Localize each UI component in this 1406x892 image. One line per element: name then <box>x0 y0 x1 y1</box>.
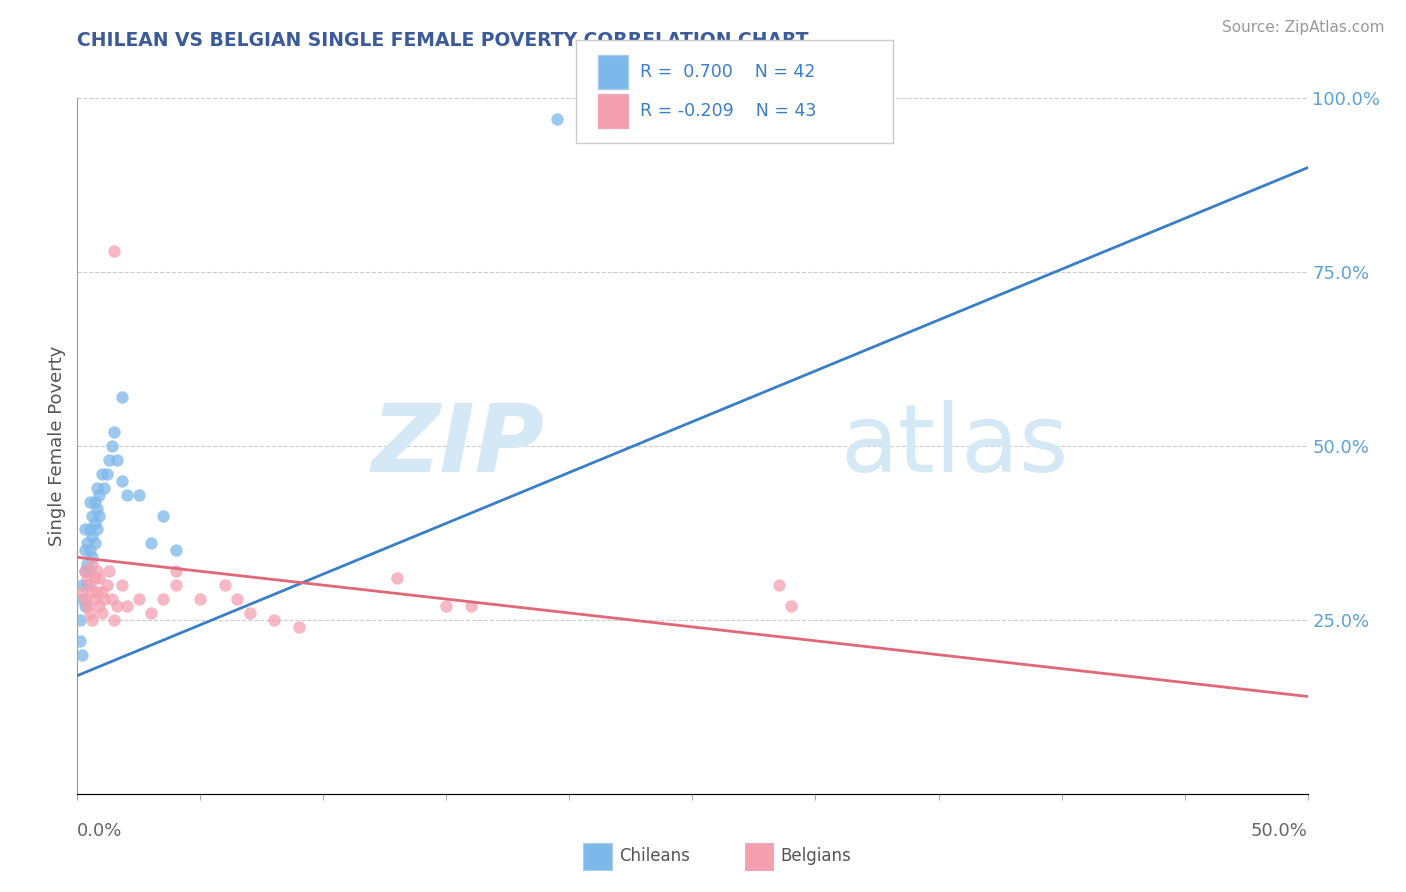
Text: CHILEAN VS BELGIAN SINGLE FEMALE POVERTY CORRELATION CHART: CHILEAN VS BELGIAN SINGLE FEMALE POVERTY… <box>77 31 808 50</box>
Belgians <box>70 585 93 599</box>
Belgians <box>111 578 132 592</box>
Belgians <box>89 599 111 613</box>
Belgians <box>79 578 101 592</box>
Belgians <box>226 592 249 607</box>
Belgians <box>165 578 187 592</box>
Belgians <box>214 578 236 592</box>
Chileans <box>93 481 115 495</box>
Chileans <box>83 516 105 530</box>
Belgians <box>105 599 128 613</box>
Chileans <box>70 648 93 662</box>
Belgians <box>152 592 174 607</box>
Chileans <box>79 494 101 508</box>
Chileans <box>69 613 91 627</box>
Text: ZIP: ZIP <box>373 400 546 492</box>
Chileans <box>83 536 105 550</box>
Chileans <box>83 494 105 508</box>
Chileans <box>86 523 108 537</box>
Chileans <box>115 488 138 502</box>
Belgians <box>89 571 111 585</box>
Chileans <box>76 578 98 592</box>
Chileans <box>70 592 93 607</box>
Belgians <box>165 564 187 578</box>
Belgians <box>98 564 121 578</box>
Text: R =  0.700    N = 42: R = 0.700 N = 42 <box>640 63 815 81</box>
Chileans <box>86 501 108 516</box>
Chileans <box>86 481 108 495</box>
Belgians <box>239 606 262 620</box>
Belgians <box>73 592 96 607</box>
Belgians <box>436 599 458 613</box>
Belgians <box>96 578 118 592</box>
Belgians <box>93 592 115 607</box>
Chileans <box>73 599 96 613</box>
Chileans <box>105 453 128 467</box>
Belgians <box>82 613 104 627</box>
Chileans <box>73 543 96 558</box>
Belgians <box>460 599 482 613</box>
Chileans <box>111 474 132 488</box>
Belgians <box>86 585 108 599</box>
Text: 0.0%: 0.0% <box>77 822 122 839</box>
Chileans <box>89 508 111 523</box>
Text: Belgians: Belgians <box>780 847 851 865</box>
Chileans <box>79 523 101 537</box>
Belgians <box>90 606 114 620</box>
Belgians <box>73 564 96 578</box>
Chileans <box>76 536 98 550</box>
Belgians <box>103 244 125 259</box>
Chileans <box>111 390 132 404</box>
Belgians <box>76 599 98 613</box>
Belgians <box>190 592 212 607</box>
Belgians <box>82 585 104 599</box>
Belgians <box>90 585 114 599</box>
Chileans <box>82 508 104 523</box>
Chileans <box>79 543 101 558</box>
Chileans <box>90 467 114 481</box>
Chileans <box>101 439 124 453</box>
Belgians <box>83 592 105 607</box>
Belgians <box>82 558 104 572</box>
Belgians <box>101 592 124 607</box>
Text: Source: ZipAtlas.com: Source: ZipAtlas.com <box>1222 20 1385 35</box>
Chileans <box>128 488 150 502</box>
Chileans <box>152 508 174 523</box>
Belgians <box>103 613 125 627</box>
Belgians <box>768 578 790 592</box>
Chileans <box>73 564 96 578</box>
Chileans <box>82 529 104 543</box>
Chileans <box>96 467 118 481</box>
Belgians <box>141 606 163 620</box>
Belgians <box>83 571 105 585</box>
Text: 50.0%: 50.0% <box>1251 822 1308 839</box>
Belgians <box>76 571 98 585</box>
Chileans <box>73 523 96 537</box>
Chileans <box>69 633 91 648</box>
Belgians <box>86 564 108 578</box>
Belgians <box>79 606 101 620</box>
Belgians <box>263 613 285 627</box>
Belgians <box>128 592 150 607</box>
Text: Chileans: Chileans <box>619 847 689 865</box>
Chileans <box>103 425 125 439</box>
Chileans <box>76 558 98 572</box>
Chileans <box>165 543 187 558</box>
Chileans <box>546 112 568 126</box>
Belgians <box>115 599 138 613</box>
Chileans <box>79 564 101 578</box>
Chileans <box>82 550 104 565</box>
Y-axis label: Single Female Poverty: Single Female Poverty <box>48 346 66 546</box>
Belgians <box>780 599 803 613</box>
Chileans <box>98 453 121 467</box>
Text: atlas: atlas <box>841 400 1069 492</box>
Chileans <box>89 488 111 502</box>
Belgians <box>387 571 409 585</box>
Belgians <box>288 620 311 634</box>
Chileans <box>70 578 93 592</box>
Chileans <box>141 536 163 550</box>
Text: R = -0.209    N = 43: R = -0.209 N = 43 <box>640 102 815 120</box>
